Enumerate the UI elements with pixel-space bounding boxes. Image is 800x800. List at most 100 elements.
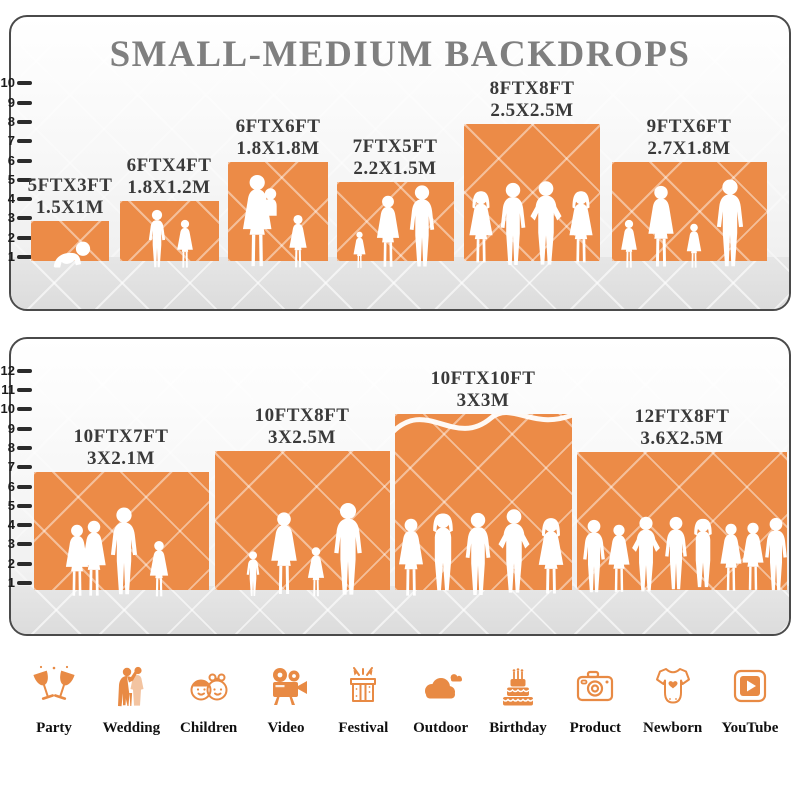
backdrop-size-label: 5FTX3FT 1.5X1M	[28, 175, 113, 219]
category-festival: Festival	[327, 658, 399, 737]
ruler-tick-8: 8	[0, 113, 32, 129]
ruler-tick-9: 9	[0, 94, 32, 110]
ruler-tick-mark	[17, 561, 32, 566]
backdrop-6ftx4ft	[120, 201, 219, 268]
small-backdrops-panel: SMALL-MEDIUM BACKDROPS 1 2 3 4 5 6 7 8 9 10 5FTX3…	[1, 15, 791, 311]
silhouette-family-of-four	[621, 179, 744, 268]
birthday-icon	[502, 668, 534, 706]
backdrop-6ftx6ft	[228, 162, 328, 268]
ruler-number: 9	[7, 420, 15, 436]
size-ft: 6FTX4FT	[126, 155, 212, 176]
ruler-tick-mark	[17, 542, 32, 547]
ruler-number: 5	[7, 497, 15, 513]
category-label: Children	[180, 720, 238, 736]
ruler-tick-2: 2	[0, 229, 32, 245]
category-newborn: Newborn	[637, 658, 709, 737]
newborn-icon	[655, 668, 690, 704]
ruler-tick-mark	[17, 368, 32, 373]
ruler-tick-6: 6	[0, 154, 32, 167]
ruler-tick-mark	[17, 235, 32, 240]
medium-backdrops-panel: 1 2 3 4 5 6 7 8 9 10 11 12 10FTX7FT 3X2.1M 10FTX8FT…	[1, 337, 791, 636]
backdrop-10ftx7ft	[34, 472, 209, 597]
size-ft: 6FTX6FT	[235, 116, 321, 137]
size-ft: 10FTX10FT	[430, 368, 536, 389]
ruler-number: 3	[7, 210, 15, 226]
category-label: Wedding	[102, 720, 161, 736]
backdrop-size-label: 10FTX10FT 3X3M	[431, 368, 536, 412]
ruler-number: 1	[7, 575, 15, 590]
size-m: 1.8X1.8M	[236, 138, 320, 160]
backdrop-size-label: 7FTX5FT 2.2X1.5M	[353, 136, 438, 180]
backdrop-size-label: 12FTX8FT 3.6X2.5M	[635, 406, 730, 450]
category-label: Birthday	[489, 720, 547, 736]
ruler-tick-1: 1	[0, 249, 32, 264]
ruler-number: 2	[7, 229, 15, 245]
ruler-tick-2: 2	[0, 557, 32, 570]
ruler-tick-mark	[17, 445, 32, 450]
party-icon	[33, 665, 75, 700]
ruler-tick-10: 10	[0, 75, 32, 91]
ruler-tick-mark	[17, 81, 32, 86]
ruler-tick-11: 11	[0, 383, 32, 396]
category-birthday: Birthday	[482, 658, 554, 737]
size-m: 1.8X1.2M	[127, 177, 211, 199]
script-decoration-clip	[395, 414, 572, 590]
ruler-tick-mark	[17, 388, 32, 392]
ruler-tick-12: 12	[0, 364, 32, 377]
ruler-number: 6	[7, 478, 15, 494]
category-label: Outdoor	[413, 720, 469, 736]
category-row: Party Wedding	[18, 658, 786, 768]
outdoor-icon	[424, 674, 462, 699]
ruler-bottom: 1 2 3 4 5 6 7 8 9 10 11 12	[0, 363, 35, 590]
ruler-tick-mark	[17, 255, 32, 259]
festival-icon	[350, 667, 377, 702]
backdrop-size-label: 6FTX6FT 1.8X1.8M	[236, 116, 321, 160]
script-decoration	[395, 414, 572, 434]
backdrop-size-label: 8FTX8FT 2.5X2.5M	[490, 78, 575, 122]
ruler-number: 8	[7, 113, 15, 129]
size-ft: 10FTX8FT	[254, 405, 350, 426]
ruler-tick-mark	[17, 119, 32, 124]
size-ft: 7FTX5FT	[352, 136, 438, 157]
silhouette-crowd	[583, 516, 787, 593]
size-ft: 12FTX8FT	[634, 406, 730, 427]
size-m: 2.7X1.8M	[647, 138, 731, 160]
size-m: 3X2.1M	[87, 448, 155, 470]
floor	[11, 257, 789, 309]
ruler-number: 3	[7, 536, 15, 552]
page-title: SMALL-MEDIUM BACKDROPS	[109, 34, 691, 75]
ruler-number: 9	[7, 94, 15, 110]
ruler-tick-mark	[17, 484, 32, 489]
silhouette-boy-and-girl	[148, 209, 193, 268]
backdrop-9ftx6ft	[612, 162, 767, 268]
ruler-number: 4	[7, 517, 15, 533]
product-icon	[577, 670, 614, 702]
category-label: Video	[267, 720, 305, 736]
ruler-tick-mark	[17, 100, 32, 105]
ruler-tick-10: 10	[0, 402, 32, 415]
ruler-tick-6: 6	[0, 478, 32, 494]
ruler-tick-8: 8	[0, 441, 32, 454]
backdrop-10ftx8ft	[215, 451, 390, 597]
category-outdoor: Outdoor	[405, 658, 477, 737]
children-icon	[190, 673, 228, 701]
size-ft: 10FTX7FT	[73, 426, 169, 447]
ruler-tick-3: 3	[0, 210, 32, 226]
category-party: Party	[18, 658, 90, 737]
ruler-tick-9: 9	[0, 420, 32, 436]
backdrop-5ftx3ft	[31, 221, 109, 268]
category-children: Children	[173, 658, 245, 737]
category-label: Party	[36, 720, 72, 736]
ruler-number: 10	[0, 75, 15, 91]
ruler-tick-4: 4	[0, 192, 32, 205]
ruler-number: 1	[7, 249, 15, 264]
size-m: 3X3M	[456, 390, 510, 412]
backdrop-size-label: 10FTX7FT 3X2.1M	[74, 426, 169, 470]
backdrop-8ftx8ft	[464, 124, 600, 265]
ruler-tick-mark	[17, 523, 32, 528]
ruler-tick-mark	[17, 216, 32, 221]
floor	[11, 586, 789, 634]
size-m: 3.6X2.5M	[640, 428, 724, 450]
silhouette-crawling-baby	[53, 241, 91, 268]
size-ft: 9FTX6FT	[646, 116, 732, 137]
